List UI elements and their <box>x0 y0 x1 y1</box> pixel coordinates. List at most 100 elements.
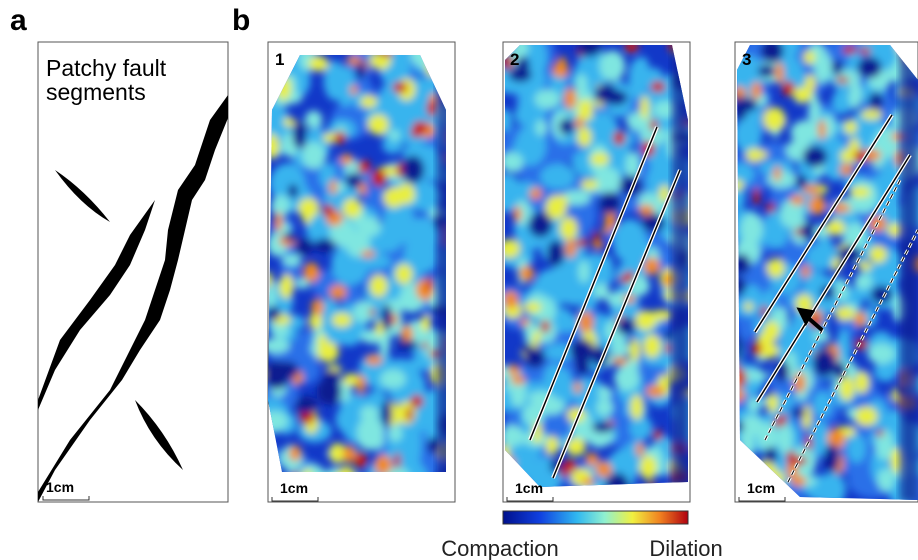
blob <box>311 298 324 316</box>
blob <box>284 231 296 242</box>
blob <box>595 461 612 478</box>
blob <box>613 130 625 146</box>
blob <box>375 226 403 252</box>
blob <box>303 262 320 283</box>
blob <box>790 120 820 145</box>
blob <box>600 167 621 194</box>
blob <box>812 348 837 378</box>
blob <box>663 330 675 341</box>
blob <box>565 238 577 258</box>
blob <box>339 154 354 165</box>
blob <box>590 152 610 166</box>
blob <box>833 362 847 380</box>
blob <box>342 373 361 387</box>
blob <box>342 198 362 218</box>
blob <box>329 180 337 195</box>
blob <box>317 341 339 363</box>
blob <box>388 424 403 442</box>
blob <box>737 388 746 403</box>
blob <box>420 315 431 333</box>
blob <box>581 179 599 190</box>
blob <box>505 239 521 259</box>
blob <box>782 80 795 97</box>
blob <box>505 290 519 309</box>
blob <box>818 119 826 140</box>
blob <box>629 338 640 362</box>
blob <box>806 243 841 271</box>
map-label: 3 <box>742 50 751 69</box>
blob <box>388 129 400 142</box>
blob <box>505 54 514 71</box>
blob <box>737 369 747 388</box>
blob <box>379 55 412 87</box>
blob <box>520 318 530 327</box>
blob <box>564 87 577 110</box>
blob <box>569 338 595 362</box>
blob <box>848 79 862 110</box>
blob <box>844 222 867 252</box>
blob <box>773 166 781 182</box>
map-label: 1 <box>275 50 284 69</box>
blob <box>369 274 388 298</box>
scale-bar: 1cm <box>42 479 90 501</box>
blob <box>775 62 784 84</box>
blob <box>301 141 326 169</box>
blob <box>360 405 379 422</box>
blob <box>334 131 346 145</box>
blob <box>380 369 406 389</box>
colorbar <box>502 510 689 525</box>
blob <box>766 393 779 413</box>
edge <box>672 45 688 487</box>
blob <box>854 371 870 394</box>
blob <box>634 56 650 81</box>
blob <box>394 452 401 469</box>
blob <box>790 194 805 206</box>
blob <box>513 206 522 222</box>
blob <box>753 187 760 206</box>
blob <box>650 81 666 93</box>
blob <box>292 120 307 149</box>
blob <box>292 330 320 368</box>
blob <box>766 258 785 278</box>
blob <box>887 223 904 237</box>
blob <box>575 74 588 93</box>
blob <box>763 107 786 132</box>
blob <box>802 185 821 194</box>
blob <box>604 210 617 230</box>
blob <box>767 170 796 189</box>
blob <box>294 238 314 256</box>
blob <box>395 264 413 285</box>
scale-bar <box>738 497 786 502</box>
blob <box>870 285 893 304</box>
blob <box>861 109 882 120</box>
blob <box>639 455 657 480</box>
blob <box>328 443 347 464</box>
blob <box>365 354 383 365</box>
blob <box>756 343 779 359</box>
blob <box>839 376 855 401</box>
map-label: 2 <box>510 50 519 69</box>
blob <box>383 187 405 208</box>
blob <box>801 264 810 278</box>
heatmap <box>268 55 446 472</box>
blob <box>575 238 589 247</box>
blob <box>795 174 808 189</box>
blob <box>751 341 762 357</box>
blob <box>296 277 309 290</box>
blob <box>831 88 854 114</box>
blob <box>740 415 764 437</box>
blob <box>562 459 577 472</box>
blob <box>405 181 444 212</box>
panel-letter: b <box>232 4 250 37</box>
blob <box>612 357 629 366</box>
blob <box>638 204 654 217</box>
blob <box>356 374 366 394</box>
edge <box>900 45 918 500</box>
blob <box>616 317 636 336</box>
blob <box>859 47 871 55</box>
panel-text: segments <box>46 79 146 105</box>
blob <box>737 163 755 185</box>
blob <box>381 304 393 332</box>
fault-lines <box>528 113 918 483</box>
blob <box>316 378 342 405</box>
